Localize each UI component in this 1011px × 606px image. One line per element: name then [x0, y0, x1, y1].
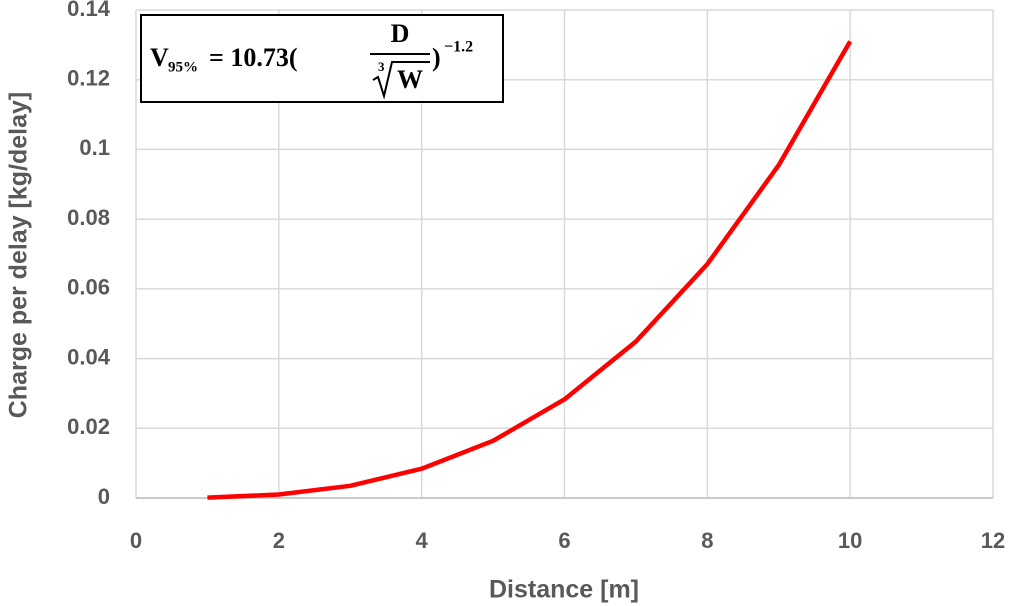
- formula-exp: −1.2: [444, 39, 473, 56]
- y-tick-label: 0.12: [67, 66, 110, 91]
- formula-num: D: [391, 19, 410, 48]
- data-line: [207, 40, 853, 500]
- y-tick-label: 0.08: [67, 205, 110, 230]
- radical-sign: [372, 61, 430, 100]
- formula-root-index: 3: [378, 59, 385, 74]
- y-tick-label: 0.06: [67, 275, 110, 300]
- x-axis-label: Distance [m]: [489, 576, 639, 604]
- y-tick-label: 0: [98, 484, 110, 509]
- formula-close: ): [432, 43, 441, 72]
- x-tick-label: 8: [701, 528, 713, 553]
- x-tick-label: 10: [838, 528, 862, 553]
- x-tick-label: 0: [130, 528, 142, 553]
- formula-mid: = 10.73(: [209, 43, 297, 72]
- y-axis-label: Charge per delay [kg/delay]: [5, 92, 33, 419]
- x-tick-label: 6: [558, 528, 570, 553]
- formula-sub: 95%: [168, 59, 198, 75]
- x-tick-label: 2: [273, 528, 285, 553]
- annotation-box: [140, 14, 504, 103]
- y-tick-label: 0.04: [67, 344, 111, 369]
- formula-var: V: [150, 43, 169, 72]
- y-tick-label: 0.14: [67, 0, 111, 21]
- annotation: V 95% = 10.73( D 3 W ) −1.2: [140, 14, 504, 103]
- formula-den: W: [397, 65, 423, 94]
- y-tick-label: 0.02: [67, 414, 110, 439]
- y-tick-label: 0.1: [79, 135, 110, 160]
- x-tick-label: 12: [981, 528, 1005, 553]
- x-tick-label: 4: [416, 528, 429, 553]
